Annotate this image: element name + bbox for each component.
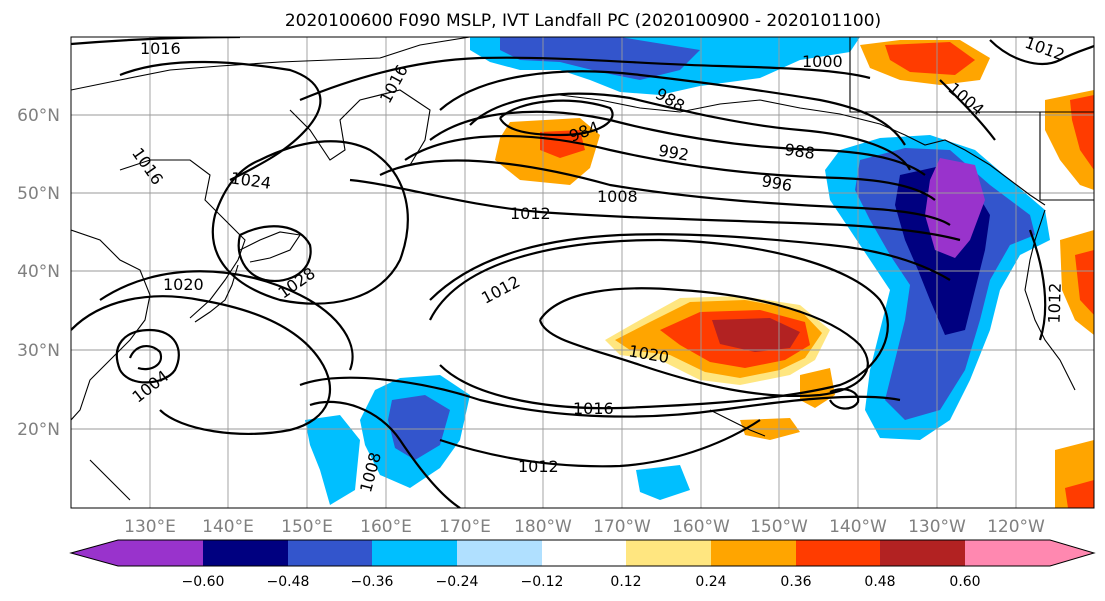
colorbar-segment [965,540,1050,566]
colorbar-extend-max [1050,540,1094,566]
map-gridlines [71,37,1094,508]
colorbar-segment [203,540,288,566]
lon-label: 130°E [124,517,176,537]
lon-label: 180°W [514,517,572,537]
lon-label: 170°W [593,517,651,537]
ivt-shading [305,37,1094,508]
ivt-positive-region-ne-core [885,42,975,75]
lon-label: 140°E [202,517,254,537]
ivt-positive-region-east-core [1070,95,1094,170]
colorbar-segment [626,540,711,566]
lon-label: 150°W [750,517,808,537]
contour-label: 1020 [163,275,204,294]
colorbar-segment [796,540,880,566]
map-panel: 1016 1016 1016 1000 1012 1004 984 988 99… [70,36,1095,509]
colorbar-tick-label: 0.48 [864,574,895,590]
ivt-positive-region-kamchatka-core [540,130,585,158]
lon-label: 170°E [439,517,491,537]
lat-label: 60°N [17,106,60,126]
ivt-positive-region-central-core [712,318,800,352]
colorbar-segment [457,540,542,566]
ivt-negative-region-south [636,465,690,500]
contour-label: 1016 [573,399,614,418]
colorbar-tick-label: −0.12 [521,574,564,590]
colorbar-tick-label: 0.24 [695,574,726,590]
colorbar-tick-label: −0.60 [182,574,225,590]
lat-label: 40°N [17,262,60,282]
colorbar-tick-label: 0.12 [610,574,641,590]
colorbar-segment [118,540,203,566]
lon-label: 120°W [987,517,1045,537]
ivt-negative-region-north-core [500,37,700,80]
colorbar: −0.60 −0.48 −0.36 −0.24 −0.12 0.12 0.24 … [69,539,1096,590]
contour-label: 988 [783,140,816,163]
lon-label: 130°W [908,517,966,537]
contour-label: 1012 [1044,282,1064,323]
longitude-labels: 130°E 140°E 150°E 160°E 170°E 180°W 170°… [124,517,1045,537]
contour-label: 1012 [518,457,559,476]
contour-label: 1000 [802,52,843,71]
colorbar-segment [372,540,457,566]
lon-label: 160°W [672,517,730,537]
colorbar-segment [711,540,796,566]
colorbar-extend-min [71,540,118,566]
colorbar-segment [880,540,965,566]
lat-label: 20°N [17,420,60,440]
colorbar-tick-label: −0.36 [351,574,394,590]
latitude-labels: 60°N 50°N 40°N 30°N 20°N [17,106,60,440]
contour-label: 1012 [510,204,551,223]
lon-label: 140°W [829,517,887,537]
colorbar-tick-label: 0.36 [780,574,811,590]
colorbar-segment [288,540,372,566]
colorbar-tick-label: −0.24 [436,574,479,590]
ivt-negative-region-west-south [305,415,360,505]
lat-label: 30°N [17,341,60,361]
contour-label: 1008 [597,187,638,206]
ivt-positive-region-east-low-core [1075,250,1094,315]
colorbar-tick-label: 0.60 [949,574,980,590]
colorbar-ticks: −0.60 −0.48 −0.36 −0.24 −0.12 0.12 0.24 … [182,574,981,590]
ivt-negative-band-na-max [925,158,985,258]
ivt-positive-region-se-core [1065,480,1094,508]
contour-label: 1016 [140,39,181,58]
colorbar-tick-label: −0.48 [267,574,310,590]
lon-label: 150°E [281,517,333,537]
lon-label: 160°E [360,517,412,537]
figure-title: 2020100600 F090 MSLP, IVT Landfall PC (2… [285,11,881,31]
colorbar-segment [542,540,626,566]
lat-label: 50°N [17,184,60,204]
mslp-contours [71,37,1094,508]
